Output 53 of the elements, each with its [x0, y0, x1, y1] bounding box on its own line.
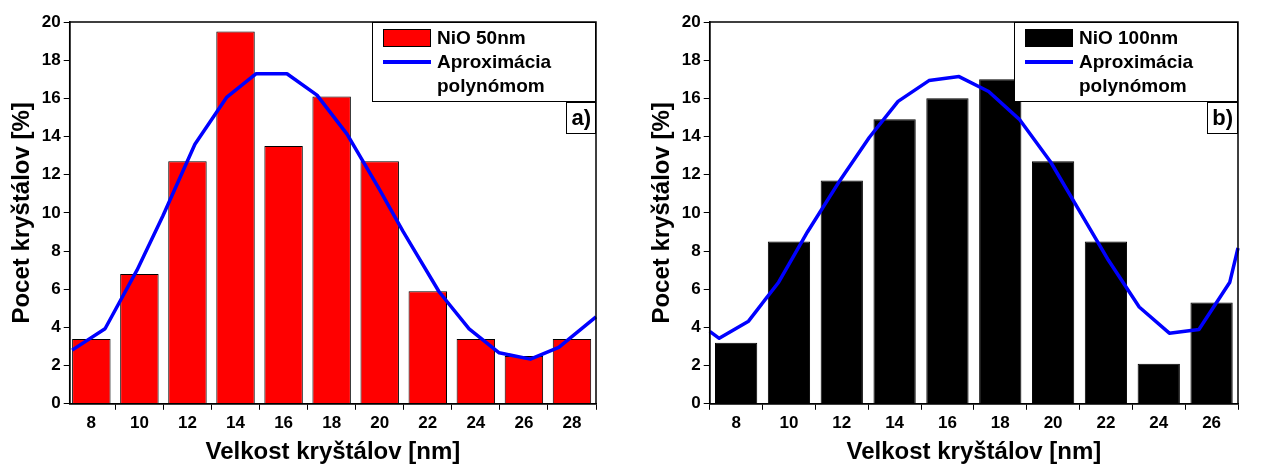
x-tick-label: 22 [418, 412, 438, 432]
y-tick-label: 10 [41, 202, 61, 222]
x-tick-label: 16 [274, 412, 294, 432]
x-axis-title: Velkost kryštálov [nm] [846, 437, 1102, 465]
x-tick-label: 8 [86, 412, 97, 432]
x-tick-label: 20 [1043, 412, 1063, 432]
x-tick-label: 18 [990, 412, 1010, 432]
y-tick-label: 20 [681, 11, 701, 31]
x-tick-label: 12 [178, 412, 197, 432]
y-tick-label: 8 [51, 240, 61, 260]
x-tick-label: 10 [129, 412, 149, 432]
annotation: a) [566, 102, 596, 134]
x-tick-label: 24 [1149, 412, 1169, 432]
y-tick-label: 2 [691, 355, 701, 375]
y-tick-label: 6 [691, 278, 701, 298]
y-tick-label: 4 [691, 317, 702, 337]
y-tick-label: 14 [41, 126, 62, 146]
y-tick-label: 0 [51, 393, 61, 413]
y-tick-label: 6 [51, 278, 61, 298]
y-axis-title: Pocet kryštálov [%] [7, 102, 35, 324]
y-axis-title: Pocet kryštálov [%] [647, 102, 675, 324]
x-tick-label: 10 [779, 412, 799, 432]
y-tick-label: 20 [41, 11, 61, 31]
x-tick-label: 20 [370, 412, 390, 432]
y-tick-label: 2 [51, 355, 61, 375]
y-tick-label: 4 [51, 317, 62, 337]
legend-label: Aproximácia polynómom [437, 50, 553, 98]
legend-label: NiO 50nm [437, 26, 527, 50]
y-tick-label: 12 [41, 164, 61, 184]
y-tick-label: 8 [691, 240, 701, 260]
legend-label: Aproximácia polynómom [1079, 50, 1195, 98]
y-tick-label: 18 [681, 49, 701, 69]
legend-label: NiO 100nm [1079, 26, 1180, 50]
x-tick-label: 22 [1096, 412, 1116, 432]
y-tick-label: 16 [681, 88, 701, 108]
x-tick-label: 8 [731, 412, 741, 432]
x-tick-label: 14 [226, 412, 246, 432]
y-tick-label: 14 [681, 126, 702, 146]
x-tick-label: 14 [885, 412, 905, 432]
x-tick-label: 12 [832, 412, 852, 432]
x-tick-label: 26 [514, 412, 534, 432]
x-tick-label: 16 [937, 412, 957, 432]
x-tick-label: 28 [562, 412, 582, 432]
y-tick-label: 0 [691, 393, 701, 413]
x-tick-label: 26 [1202, 412, 1222, 432]
x-tick-label: 24 [466, 412, 486, 432]
annotation: b) [1207, 102, 1238, 134]
y-tick-label: 10 [681, 202, 701, 222]
y-tick-label: 12 [681, 164, 701, 184]
y-tick-label: 16 [41, 88, 61, 108]
x-tick-label: 18 [322, 412, 342, 432]
x-axis-title: Velkost kryštálov [nm] [205, 437, 461, 465]
y-tick-label: 18 [41, 49, 61, 69]
